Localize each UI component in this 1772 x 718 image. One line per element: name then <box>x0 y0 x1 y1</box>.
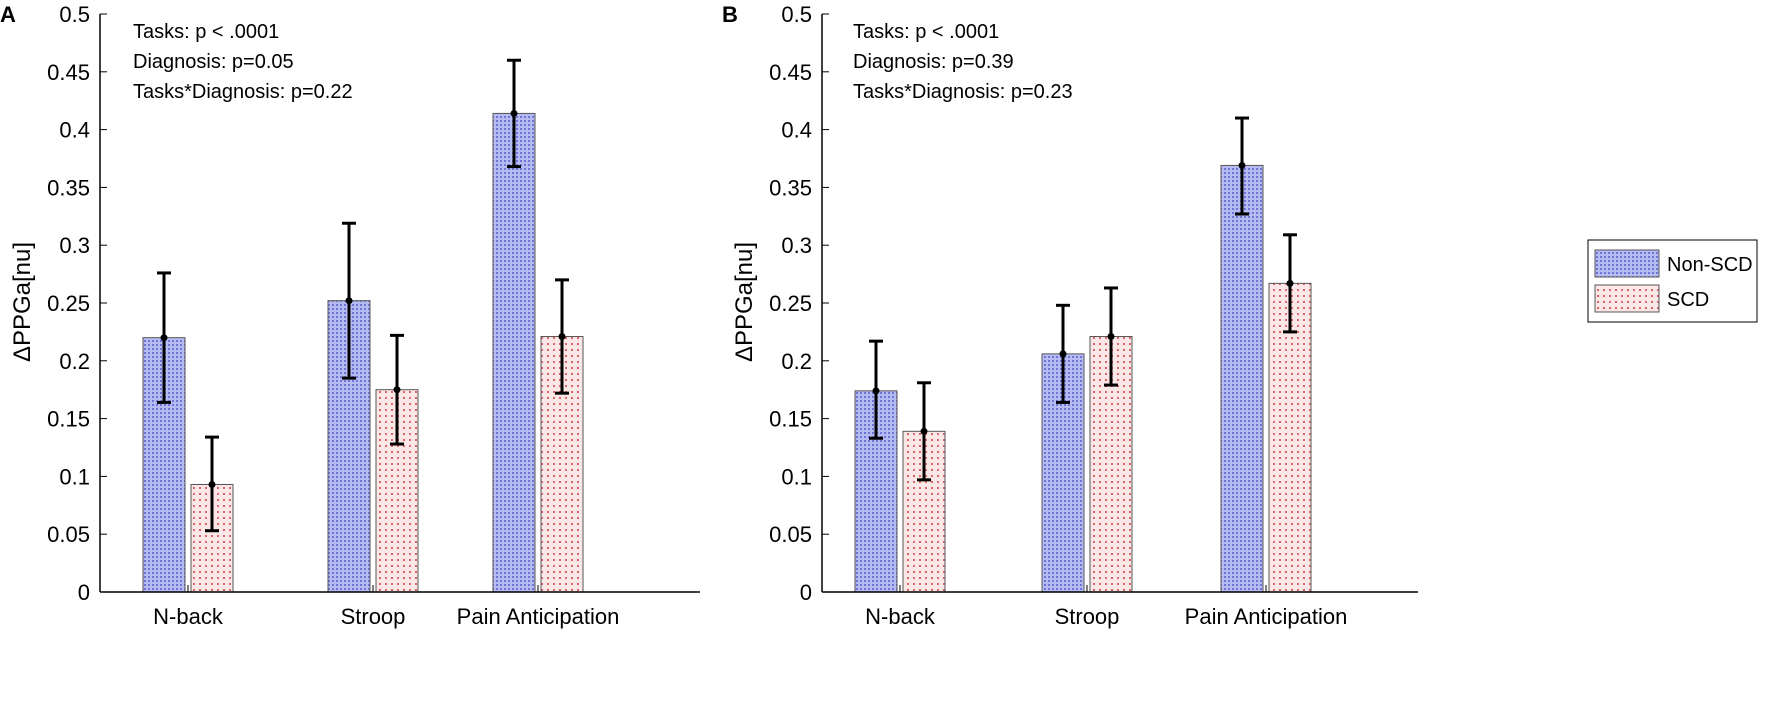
mean-marker <box>872 387 880 395</box>
legend: Non-SCD SCD <box>1587 239 1758 323</box>
panel-a-x-categories: N-back Stroop Pain Anticipation <box>153 604 619 629</box>
mean-marker <box>1107 333 1115 341</box>
panel-a-bars <box>142 112 584 593</box>
mean-marker <box>393 386 401 394</box>
panel-b-x-categories: N-back Stroop Pain Anticipation <box>865 604 1347 629</box>
mean-marker <box>510 109 518 117</box>
y-tick-label: 0.2 <box>781 349 812 374</box>
x-category-label: N-back <box>153 604 224 629</box>
mean-marker <box>1286 279 1294 287</box>
legend-swatch-non-scd <box>1594 249 1660 278</box>
x-category-label: Stroop <box>341 604 406 629</box>
panel-b: B ΔPPGa[nu] 0 0.05 0.1 0.15 0.2 0.25 0.3 0.35 0.… <box>722 2 1418 629</box>
bar-scd-pain-anticipation <box>1268 282 1312 593</box>
legend-label-scd: SCD <box>1667 289 1709 311</box>
y-tick-label: 0.05 <box>769 522 812 547</box>
panel-a-axes <box>99 14 700 593</box>
mean-marker <box>558 333 566 341</box>
panel-a: A ΔPPGa[nu] 0 0.05 0.1 0.15 0.2 0.25 0.3 0.35 0.… <box>0 2 700 629</box>
panel-a-error-bars <box>157 58 569 533</box>
bar-non-scd-pain-anticipation <box>1220 164 1264 593</box>
y-tick-label: 0.3 <box>781 233 812 258</box>
y-tick-label: 0.45 <box>47 60 90 85</box>
panel-b-error-bars <box>869 116 1297 482</box>
bar-non-scd-pain-anticipation <box>492 112 536 593</box>
x-category-label: Pain Anticipation <box>1185 604 1348 629</box>
y-tick-label: 0.3 <box>59 233 90 258</box>
panel-b-y-ticks: 0 0.05 0.1 0.15 0.2 0.25 0.3 0.35 0.4 0.45 0.5 <box>769 2 829 605</box>
panel-b-bars <box>854 164 1312 593</box>
y-tick-label: 0.35 <box>47 175 90 200</box>
y-tick-label: 0.1 <box>59 464 90 489</box>
mean-marker <box>208 480 216 488</box>
panel-a-y-axis-label: ΔPPGa[nu] <box>9 242 36 362</box>
y-tick-label: 0.1 <box>781 464 812 489</box>
panel-a-annotation-interaction: Tasks*Diagnosis: p=0.22 <box>133 81 353 103</box>
y-tick-label: 0.15 <box>769 407 812 432</box>
y-tick-label: 0.4 <box>59 118 90 143</box>
panel-a-annotation-tasks: Tasks: p < .0001 <box>133 21 279 43</box>
legend-label-non-scd: Non-SCD <box>1667 254 1753 276</box>
y-tick-label: 0.2 <box>59 349 90 374</box>
panel-b-axes <box>821 14 1418 593</box>
panel-b-annotation-tasks: Tasks: p < .0001 <box>853 21 999 43</box>
y-tick-label: 0.35 <box>769 175 812 200</box>
x-category-label: N-back <box>865 604 936 629</box>
x-category-label: Pain Anticipation <box>457 604 620 629</box>
mean-marker <box>920 427 928 435</box>
legend-swatch-scd <box>1594 284 1660 313</box>
y-tick-label: 0.5 <box>59 2 90 27</box>
y-tick-label: 0 <box>78 580 90 605</box>
y-tick-label: 0.25 <box>769 291 812 316</box>
y-tick-label: 0.5 <box>781 2 812 27</box>
y-tick-label: 0.25 <box>47 291 90 316</box>
y-tick-label: 0.45 <box>769 60 812 85</box>
y-tick-label: 0.05 <box>47 522 90 547</box>
panel-a-y-ticks: 0 0.05 0.1 0.15 0.2 0.25 0.3 0.35 0.4 0.45 0.5 <box>47 2 107 605</box>
panel-b-annotation-interaction: Tasks*Diagnosis: p=0.23 <box>853 81 1073 103</box>
panel-b-annotation-diagnosis: Diagnosis: p=0.39 <box>853 51 1014 73</box>
mean-marker <box>345 297 353 305</box>
x-category-label: Stroop <box>1055 604 1120 629</box>
y-tick-label: 0.4 <box>781 118 812 143</box>
panel-a-label: A <box>0 2 16 27</box>
panel-b-label: B <box>722 2 738 27</box>
mean-marker <box>1059 350 1067 358</box>
y-tick-label: 0.15 <box>47 407 90 432</box>
mean-marker <box>160 334 168 342</box>
panel-b-y-axis-label: ΔPPGa[nu] <box>731 242 758 362</box>
mean-marker <box>1238 161 1246 169</box>
y-tick-label: 0 <box>800 580 812 605</box>
panel-a-annotation-diagnosis: Diagnosis: p=0.05 <box>133 51 294 73</box>
